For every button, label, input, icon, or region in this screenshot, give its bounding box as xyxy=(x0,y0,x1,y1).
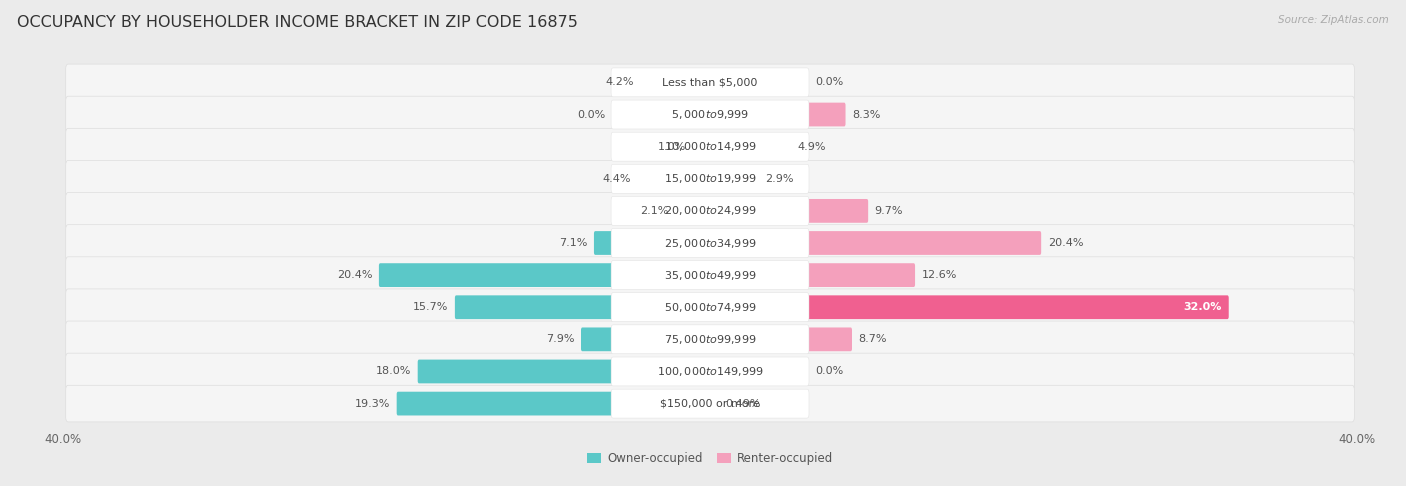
FancyBboxPatch shape xyxy=(612,293,808,322)
FancyBboxPatch shape xyxy=(709,199,868,223)
FancyBboxPatch shape xyxy=(378,263,711,287)
Text: OCCUPANCY BY HOUSEHOLDER INCOME BRACKET IN ZIP CODE 16875: OCCUPANCY BY HOUSEHOLDER INCOME BRACKET … xyxy=(17,15,578,30)
Text: $25,000 to $34,999: $25,000 to $34,999 xyxy=(664,237,756,249)
FancyBboxPatch shape xyxy=(709,295,1229,319)
FancyBboxPatch shape xyxy=(612,357,808,386)
FancyBboxPatch shape xyxy=(612,68,808,97)
FancyBboxPatch shape xyxy=(593,231,711,255)
Text: 2.1%: 2.1% xyxy=(640,206,668,216)
FancyBboxPatch shape xyxy=(66,385,1354,422)
Text: 0.0%: 0.0% xyxy=(815,77,844,87)
FancyBboxPatch shape xyxy=(66,128,1354,165)
Text: 8.7%: 8.7% xyxy=(859,334,887,345)
FancyBboxPatch shape xyxy=(612,325,808,354)
FancyBboxPatch shape xyxy=(693,135,711,158)
Text: $35,000 to $49,999: $35,000 to $49,999 xyxy=(664,269,756,281)
Text: 1.0%: 1.0% xyxy=(658,141,686,152)
Text: 0.49%: 0.49% xyxy=(725,399,761,409)
FancyBboxPatch shape xyxy=(675,199,711,223)
Text: $10,000 to $14,999: $10,000 to $14,999 xyxy=(664,140,756,153)
FancyBboxPatch shape xyxy=(66,225,1354,261)
FancyBboxPatch shape xyxy=(581,328,711,351)
Text: $15,000 to $19,999: $15,000 to $19,999 xyxy=(664,172,756,185)
Text: $75,000 to $99,999: $75,000 to $99,999 xyxy=(664,333,756,346)
Text: $20,000 to $24,999: $20,000 to $24,999 xyxy=(664,205,756,217)
FancyBboxPatch shape xyxy=(612,389,808,418)
Text: $50,000 to $74,999: $50,000 to $74,999 xyxy=(664,301,756,314)
FancyBboxPatch shape xyxy=(612,196,808,226)
FancyBboxPatch shape xyxy=(709,231,1042,255)
FancyBboxPatch shape xyxy=(612,260,808,290)
Text: $100,000 to $149,999: $100,000 to $149,999 xyxy=(657,365,763,378)
Text: 2.9%: 2.9% xyxy=(765,174,793,184)
Text: 18.0%: 18.0% xyxy=(375,366,411,377)
Text: 20.4%: 20.4% xyxy=(1047,238,1083,248)
FancyBboxPatch shape xyxy=(66,289,1354,326)
FancyBboxPatch shape xyxy=(709,392,720,416)
Text: 0.0%: 0.0% xyxy=(576,109,605,120)
Text: 4.2%: 4.2% xyxy=(606,77,634,87)
FancyBboxPatch shape xyxy=(709,328,852,351)
FancyBboxPatch shape xyxy=(66,257,1354,294)
Text: $150,000 or more: $150,000 or more xyxy=(661,399,759,409)
FancyBboxPatch shape xyxy=(612,100,808,129)
FancyBboxPatch shape xyxy=(612,164,808,193)
FancyBboxPatch shape xyxy=(66,64,1354,101)
FancyBboxPatch shape xyxy=(66,96,1354,133)
Text: 19.3%: 19.3% xyxy=(354,399,391,409)
FancyBboxPatch shape xyxy=(66,321,1354,358)
Text: 0.0%: 0.0% xyxy=(815,366,844,377)
FancyBboxPatch shape xyxy=(66,353,1354,390)
FancyBboxPatch shape xyxy=(396,392,711,416)
Text: 8.3%: 8.3% xyxy=(852,109,880,120)
Text: Less than $5,000: Less than $5,000 xyxy=(662,77,758,87)
FancyBboxPatch shape xyxy=(66,192,1354,229)
Text: 9.7%: 9.7% xyxy=(875,206,903,216)
FancyBboxPatch shape xyxy=(641,70,711,94)
Text: $5,000 to $9,999: $5,000 to $9,999 xyxy=(671,108,749,121)
FancyBboxPatch shape xyxy=(709,167,758,191)
FancyBboxPatch shape xyxy=(66,160,1354,197)
Text: 7.1%: 7.1% xyxy=(560,238,588,248)
Text: 20.4%: 20.4% xyxy=(337,270,373,280)
FancyBboxPatch shape xyxy=(709,103,845,126)
Text: 4.4%: 4.4% xyxy=(603,174,631,184)
FancyBboxPatch shape xyxy=(709,263,915,287)
Text: 32.0%: 32.0% xyxy=(1184,302,1222,312)
Text: Source: ZipAtlas.com: Source: ZipAtlas.com xyxy=(1278,15,1389,25)
FancyBboxPatch shape xyxy=(418,360,711,383)
FancyBboxPatch shape xyxy=(456,295,711,319)
FancyBboxPatch shape xyxy=(612,132,808,161)
Text: 4.9%: 4.9% xyxy=(797,141,825,152)
FancyBboxPatch shape xyxy=(637,167,711,191)
Text: 7.9%: 7.9% xyxy=(546,334,575,345)
Legend: Owner-occupied, Renter-occupied: Owner-occupied, Renter-occupied xyxy=(582,447,838,470)
FancyBboxPatch shape xyxy=(612,228,808,258)
Text: 15.7%: 15.7% xyxy=(413,302,449,312)
Text: 12.6%: 12.6% xyxy=(921,270,957,280)
FancyBboxPatch shape xyxy=(709,135,790,158)
